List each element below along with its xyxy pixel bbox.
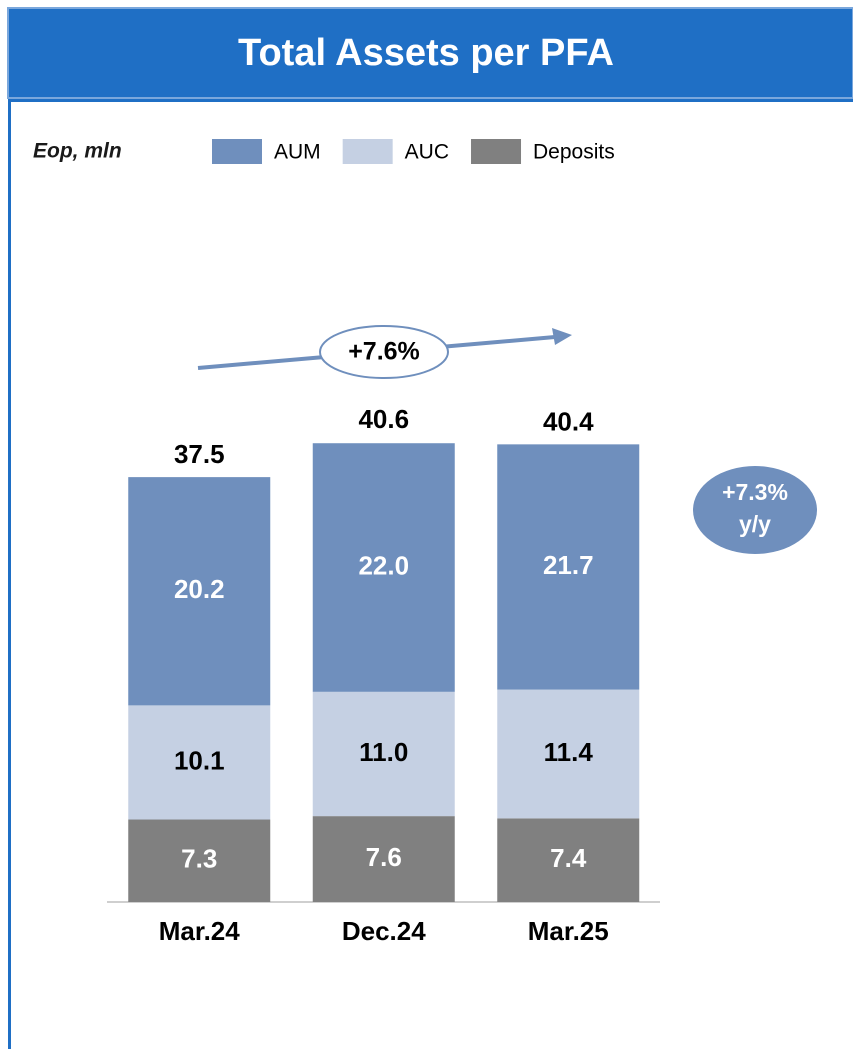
- x-tick-label: Mar.25: [528, 916, 609, 946]
- bar-segment: [497, 444, 640, 690]
- legend-label: AUC: [405, 141, 449, 164]
- total-label: 40.4: [543, 406, 594, 436]
- bar-segment: [312, 816, 455, 902]
- header-band: [7, 7, 853, 99]
- bar-segment: [497, 818, 640, 902]
- bar-segment: [497, 689, 640, 819]
- total-label: 40.6: [358, 404, 409, 434]
- bar-segment: [128, 819, 271, 902]
- value-label: 20.2: [174, 574, 225, 604]
- value-label: 7.6: [366, 842, 402, 872]
- legend-swatch: [212, 139, 262, 164]
- value-label: 21.7: [543, 550, 594, 580]
- legend-swatch: [471, 139, 522, 164]
- legend-label: AUM: [274, 141, 321, 164]
- legend-swatch: [342, 139, 393, 164]
- value-label: 22.0: [358, 550, 409, 580]
- value-label: 11.0: [359, 737, 408, 767]
- growth-bubble: [319, 325, 449, 379]
- bar-segment: [312, 691, 455, 817]
- bar-segment: [128, 477, 271, 706]
- arrow-head: [552, 328, 572, 345]
- value-label: 7.4: [550, 843, 587, 873]
- value-label: 10.1: [174, 745, 225, 775]
- x-tick-label: Mar.24: [159, 916, 240, 946]
- yoy-label: y/y: [739, 511, 771, 537]
- value-label: 7.3: [181, 844, 217, 874]
- header-rule: [8, 99, 853, 102]
- yoy-bubble: [693, 466, 817, 554]
- yoy-label: +7.3%: [722, 479, 788, 505]
- bar-segment: [312, 443, 455, 692]
- chart-title: Total Assets per PFA: [238, 32, 614, 74]
- unit-label: Eop, mln: [33, 140, 122, 163]
- x-tick-label: Dec.24: [342, 916, 426, 946]
- bar-segment: [128, 705, 271, 820]
- legend-label: Deposits: [533, 141, 615, 164]
- growth-label: +7.6%: [348, 338, 420, 366]
- total-label: 37.5: [174, 439, 225, 469]
- left-border: [8, 99, 11, 1049]
- value-label: 11.4: [544, 737, 594, 767]
